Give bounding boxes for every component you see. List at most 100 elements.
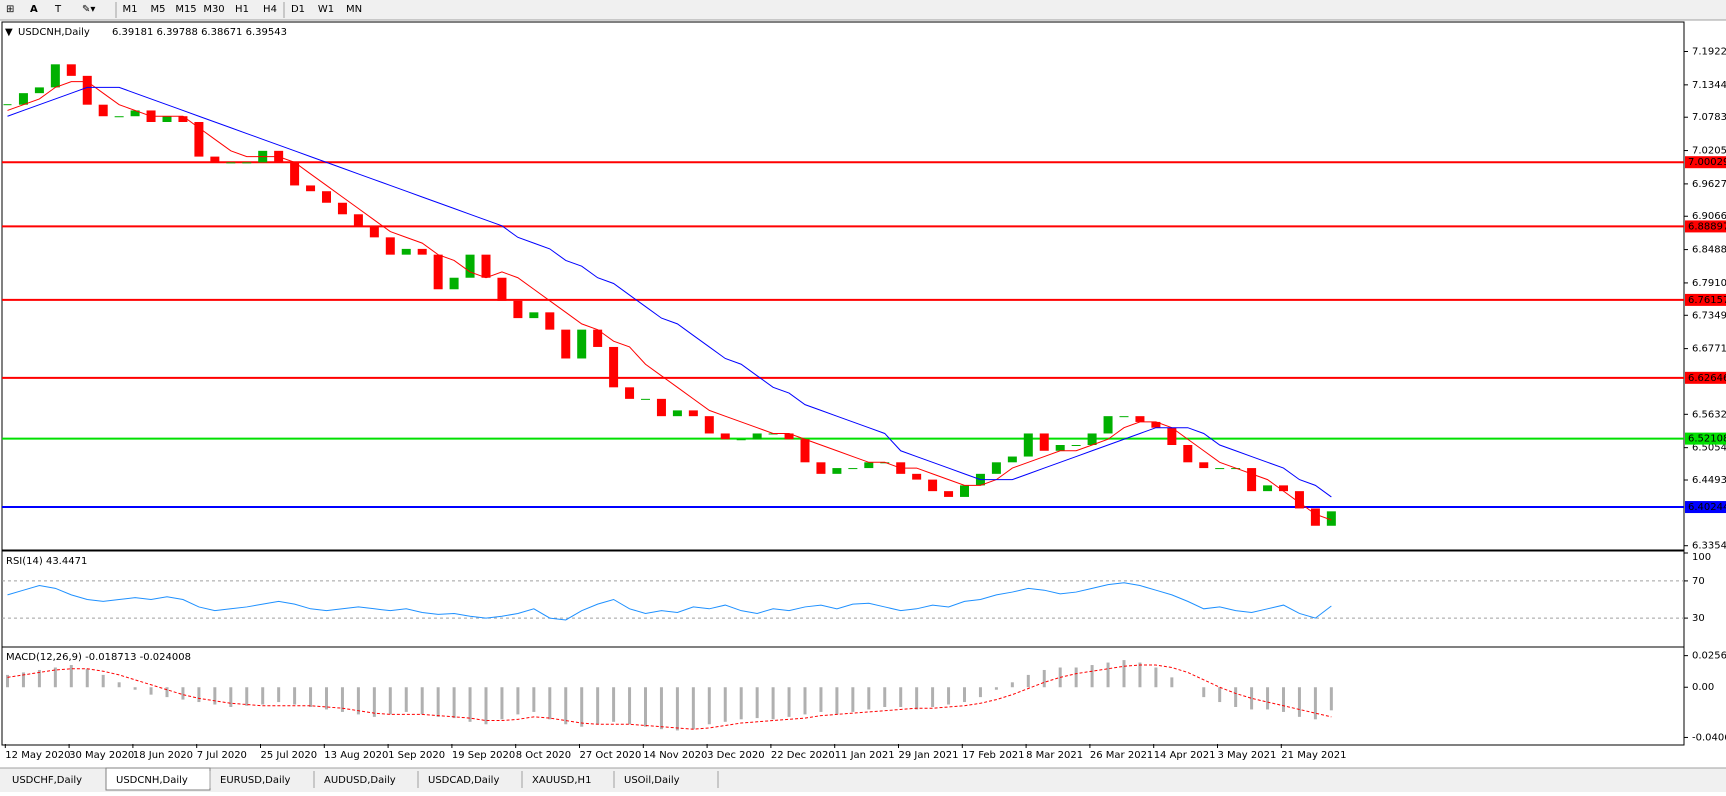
level-label-box xyxy=(1685,293,1726,306)
time-label: 14 Apr 2021 xyxy=(1154,750,1216,761)
toolbar-icon[interactable]: A xyxy=(30,4,38,15)
candle xyxy=(178,116,188,122)
candle xyxy=(928,479,938,492)
toolbar-icon[interactable]: ⊞ xyxy=(6,4,14,15)
tab-bar xyxy=(0,768,1726,792)
candle xyxy=(481,254,491,278)
candle xyxy=(736,439,746,441)
timeframe-button[interactable]: H1 xyxy=(235,4,249,15)
level-label-box xyxy=(1685,501,1726,514)
chart-tab[interactable]: USDCHF,Daily xyxy=(12,775,82,786)
pane-frame xyxy=(1,646,1685,746)
timeframe-button[interactable]: MN xyxy=(346,4,362,15)
candle xyxy=(1263,485,1273,492)
chart-tab[interactable]: USOil,Daily xyxy=(624,775,680,786)
candle xyxy=(401,248,411,255)
timeframe-button[interactable]: M30 xyxy=(203,4,224,15)
time-label: 19 Sep 2020 xyxy=(452,750,515,761)
candle xyxy=(848,468,858,470)
candle xyxy=(912,473,922,480)
y-tick-label: 6.84880 xyxy=(1692,245,1726,256)
pane-frame xyxy=(1,21,1685,551)
y-tick-label: 7.07830 xyxy=(1692,112,1726,123)
y-tick-label: 6.44930 xyxy=(1692,475,1726,486)
y-tick-label: 6.96270 xyxy=(1692,179,1726,190)
time-label: 27 Oct 2020 xyxy=(580,750,642,761)
y-tick-label: -0.040687 xyxy=(1692,732,1726,743)
candle xyxy=(561,329,571,359)
time-label: 29 Jan 2021 xyxy=(899,750,959,761)
y-tick-label: 70 xyxy=(1692,576,1705,587)
candle xyxy=(337,202,347,215)
candle xyxy=(114,116,124,118)
y-tick-label: 6.50540 xyxy=(1692,443,1726,454)
time-label: 7 Jul 2020 xyxy=(197,750,247,761)
level-label: 6.52108 xyxy=(1688,434,1726,445)
y-tick-label: 7.19220 xyxy=(1692,47,1726,58)
toolbar-icon[interactable]: ✎▾ xyxy=(82,4,95,15)
chart-tab[interactable]: EURUSD,Daily xyxy=(220,775,291,786)
candle xyxy=(1279,485,1288,492)
time-label: 8 Mar 2021 xyxy=(1026,750,1083,761)
macd-signal xyxy=(7,664,1332,730)
candle xyxy=(1007,456,1017,463)
y-tick-label: 0.00 xyxy=(1692,682,1714,693)
candle xyxy=(1103,416,1113,434)
chart-tab[interactable]: USDCAD,Daily xyxy=(428,775,499,786)
y-tick-label: 6.90660 xyxy=(1692,211,1726,222)
candle xyxy=(385,237,395,255)
moving-average xyxy=(7,86,1332,498)
y-tick-label: 6.67710 xyxy=(1692,344,1726,355)
level-label: 6.76157 xyxy=(1688,295,1726,306)
chart-tab[interactable]: XAUUSD,H1 xyxy=(532,775,591,786)
candle xyxy=(672,410,682,417)
chart-tab[interactable]: AUDUSD,Daily xyxy=(324,775,396,786)
toolbar-icon[interactable]: T xyxy=(54,4,62,15)
candle xyxy=(194,121,204,157)
y-tick-label: 6.79100 xyxy=(1692,278,1726,289)
time-label: 18 Jun 2020 xyxy=(133,750,193,761)
y-tick-label: 6.73490 xyxy=(1692,310,1726,321)
rsi-line xyxy=(7,582,1332,621)
timeframe-button[interactable]: H4 xyxy=(263,4,277,15)
candle xyxy=(242,162,252,164)
level-label: 6.40244 xyxy=(1688,502,1726,513)
time-label: 11 Jan 2021 xyxy=(835,750,895,761)
candle xyxy=(960,485,969,497)
y-tick-label: 7.02050 xyxy=(1692,146,1726,157)
pane-frame xyxy=(1,550,1685,648)
timeframe-button[interactable]: W1 xyxy=(318,4,334,15)
candle xyxy=(944,491,954,497)
level-label: 7.00029 xyxy=(1688,157,1726,168)
timeframe-button[interactable]: M15 xyxy=(175,4,196,15)
candle xyxy=(1326,511,1336,526)
candle xyxy=(1294,491,1304,509)
level-label-box xyxy=(1685,220,1726,233)
level-label: 6.62646 xyxy=(1688,373,1726,384)
candle xyxy=(1199,462,1209,469)
candle xyxy=(529,312,539,319)
pane-title: MACD(12,26,9) -0.018713 -0.024008 xyxy=(6,652,191,663)
pane-arrow: ▼ xyxy=(5,27,13,38)
chart-tab[interactable]: USDCNH,Daily xyxy=(116,775,188,786)
level-label-box xyxy=(1685,432,1726,445)
candle xyxy=(1247,468,1257,492)
timeframe-button[interactable]: M5 xyxy=(151,4,166,15)
time-label: 22 Dec 2020 xyxy=(771,750,835,761)
candle xyxy=(991,462,1001,474)
candle xyxy=(816,462,826,474)
time-label: 1 Sep 2020 xyxy=(388,750,445,761)
candle xyxy=(784,433,794,440)
candle xyxy=(1087,433,1097,446)
candle xyxy=(50,64,60,88)
candle xyxy=(1215,468,1225,470)
candle xyxy=(1151,421,1161,428)
candle xyxy=(306,185,316,192)
candle xyxy=(1183,445,1193,463)
timeframe-button[interactable]: M1 xyxy=(123,4,138,15)
timeframe-button[interactable]: D1 xyxy=(291,4,305,15)
candle xyxy=(1310,508,1320,526)
time-label: 30 May 2020 xyxy=(69,750,134,761)
candle xyxy=(641,398,650,400)
